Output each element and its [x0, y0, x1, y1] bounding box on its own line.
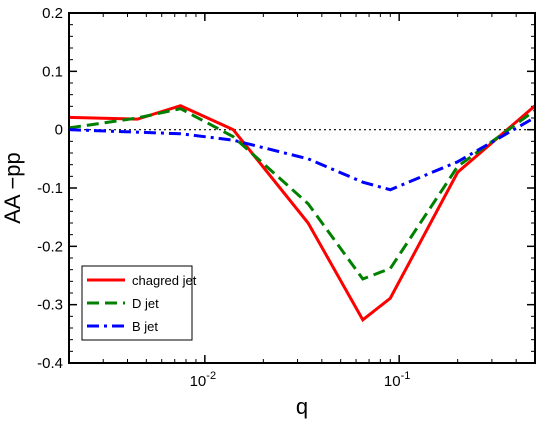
- y-tick-label: -0.4: [37, 355, 63, 372]
- legend-label-1: D jet: [132, 296, 159, 311]
- x-axis-title: q: [296, 394, 308, 419]
- x-tick-exponent: -2: [206, 370, 216, 382]
- y-tick-labels: 0.2 0.1 0 -0.1 -0.2 -0.3 -0.4: [37, 5, 63, 372]
- y-tick-label: 0: [55, 122, 63, 139]
- x-tick-base: 10: [190, 373, 207, 390]
- y-axis-title: AA −pp: [0, 152, 25, 224]
- y-tick-label: 0.2: [42, 5, 63, 22]
- series-line-1: [68, 107, 536, 281]
- x-tick-label: 10-1: [384, 370, 410, 390]
- series-lines: [68, 104, 536, 323]
- y-tick-label: -0.2: [37, 238, 63, 255]
- y-tick-label: -0.1: [37, 180, 63, 197]
- x-tick-labels: 10-2 10-1: [190, 370, 411, 390]
- y-tick-label: 0.1: [42, 63, 63, 80]
- x-tick-exponent: -1: [401, 370, 411, 382]
- x-tick-base: 10: [384, 373, 401, 390]
- legend: chagred jet D jet B jet: [81, 265, 197, 341]
- legend-label-2: B jet: [132, 319, 158, 334]
- series-line-2: [68, 116, 536, 192]
- x-tick-label: 10-2: [190, 370, 216, 390]
- plot-frame: [68, 12, 536, 364]
- legend-label-0: chagred jet: [132, 273, 197, 288]
- legend-box: [81, 265, 193, 341]
- y-tick-label: -0.3: [37, 297, 63, 314]
